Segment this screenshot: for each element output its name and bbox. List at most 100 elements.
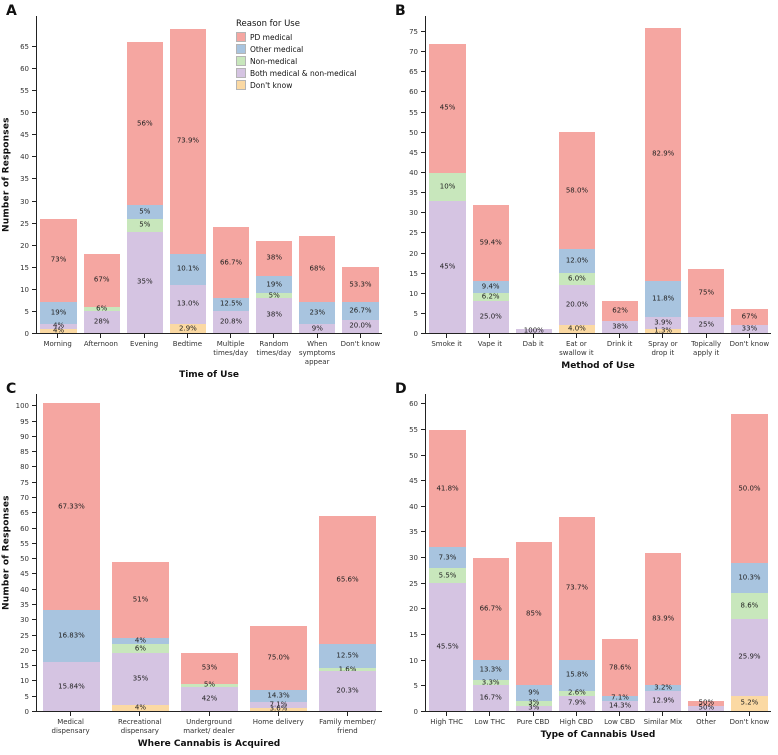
segment-label: 78.6% xyxy=(608,663,632,672)
segment-label: 20.3% xyxy=(336,686,359,695)
bar-segment-both: 28% xyxy=(83,310,120,333)
bar-slot: 58.0% 12.0% 6.0% 20.0% 4.0% xyxy=(555,16,598,333)
bar-slot: 73% 19% 4% 4% xyxy=(37,16,80,334)
y-tick-label: 95 xyxy=(20,417,29,426)
bar-segment-other_medical: 3.2% xyxy=(645,684,682,691)
x-tick-mark xyxy=(446,334,448,338)
bar-segment-pd_medical: 83.9% xyxy=(645,552,682,686)
bar-segment-pd_medical: 67.33% xyxy=(42,403,101,611)
segment-label: 26.7% xyxy=(349,306,372,315)
bar-segment-pd_medical: 51% xyxy=(111,561,170,638)
bar-segment-non_medical: 3.3% xyxy=(472,679,509,686)
stacked-bar: 38% 19% 5% 38% xyxy=(256,240,293,333)
y-tick-mark xyxy=(32,112,36,114)
y-tick-label: 40 xyxy=(409,169,418,177)
x-tick-label: Other xyxy=(696,718,717,726)
bar-segment-other_medical: 9% xyxy=(515,685,552,701)
y-tick-label: 25 xyxy=(20,631,29,640)
y-tick-label: 85 xyxy=(20,448,29,457)
bar-slot: 66.7% 12.5% 20.8% xyxy=(210,16,253,333)
segment-label: 2.6% xyxy=(568,688,586,697)
stacked-bar: 73% 19% 4% 4% xyxy=(40,218,77,334)
stacked-bar: 59.4% 9.4% 6.2% 25.0% xyxy=(472,204,509,333)
y-tick-label: 20 xyxy=(409,605,418,614)
bar-segment-pd_medical: 45% xyxy=(429,44,466,173)
stacked-bar: 67.33% 16.83% 15.84% xyxy=(42,403,101,711)
x-tick-label: Evening xyxy=(130,340,159,348)
y-tick-label: 5 xyxy=(24,307,29,316)
bar-segment-dont_know: 4.0% xyxy=(558,324,596,333)
panel-letter-c: C xyxy=(6,381,17,397)
segment-label: 15.84% xyxy=(58,682,85,691)
bar-segment-both: 38% xyxy=(601,320,639,333)
bar-slot: 83.9% 3.2% 12.9% xyxy=(642,394,685,711)
stacked-bar: 65.6% 12.5% 1.6% 20.3% xyxy=(318,515,377,712)
x-tick-mark xyxy=(316,334,318,338)
y-tick-label: 30 xyxy=(409,209,418,218)
x-tick-mark xyxy=(662,712,664,716)
bar-segment-pd_medical: 59.4% xyxy=(472,204,509,281)
x-tick: Medical dispensary xyxy=(36,712,105,736)
legend-item: Other medical xyxy=(236,44,356,54)
segment-label: 66.7% xyxy=(219,258,243,267)
y-tick-mark xyxy=(32,573,36,575)
y-tick-label: 15 xyxy=(409,631,418,640)
x-tick-label: Bedtime xyxy=(172,340,203,348)
y-tick-mark xyxy=(421,192,425,194)
segment-label: 19% xyxy=(50,308,67,317)
segment-label: 19% xyxy=(266,280,282,289)
x-tick-mark xyxy=(532,712,534,716)
y-tick-label: 70 xyxy=(20,493,29,502)
bar-segment-other_medical: 11.8% xyxy=(645,280,682,317)
legend-item: Non-medical xyxy=(236,56,356,66)
segment-label: 45% xyxy=(439,103,456,112)
segment-label: 67.33% xyxy=(58,502,85,511)
stacked-bar: 53.3% 26.7% 20.0% xyxy=(342,266,379,333)
x-tick: High CBD xyxy=(555,712,598,727)
x-tick: Home delivery xyxy=(244,712,313,736)
stacked-bar: 67% 6% 28% xyxy=(83,253,120,333)
segment-label: 50% xyxy=(698,703,715,712)
segment-label: 7.1% xyxy=(611,693,629,702)
legend-item: Both medical & non-medical xyxy=(236,68,356,78)
y-tick-label: 25 xyxy=(20,219,29,228)
segment-label: 53% xyxy=(201,663,218,672)
x-tick-label: Topically apply it xyxy=(691,340,722,358)
bar-slot: 62% 38% xyxy=(599,16,642,333)
bar-segment-both: 12.9% xyxy=(645,690,682,711)
x-tick-mark xyxy=(705,334,707,338)
y-tick-mark xyxy=(421,505,425,507)
segment-label: 25.0% xyxy=(479,312,502,321)
bar-slot: 67% 33% xyxy=(728,16,771,333)
segment-label: 6% xyxy=(134,644,147,653)
bar-segment-other_medical: 15.8% xyxy=(558,659,596,691)
segment-label: 6.2% xyxy=(481,292,500,301)
bar-segment-non_medical: 2.6% xyxy=(558,688,596,697)
x-tick-mark xyxy=(230,334,232,338)
legend-item: Don't know xyxy=(236,80,356,90)
y-tick-mark xyxy=(32,588,36,590)
segment-label: 38% xyxy=(266,310,282,319)
y-tick-label: 50 xyxy=(20,109,29,118)
segment-label: 73.9% xyxy=(176,136,200,145)
x-tick-mark xyxy=(489,712,491,716)
segment-label: 25.9% xyxy=(738,652,761,661)
y-tick-mark xyxy=(421,312,425,314)
bar-segment-pd_medical: 82.9% xyxy=(645,28,682,281)
legend-swatch-dont_know xyxy=(236,80,246,90)
legend-label: Non-medical xyxy=(250,56,298,66)
bar-segment-other_medical: 26.7% xyxy=(342,302,379,320)
x-tick-label: Morning xyxy=(43,340,72,348)
x-tick-label: Don't know xyxy=(340,340,381,348)
x-tick-mark xyxy=(489,334,491,338)
x-tick-label: Recreational dispensary xyxy=(117,718,162,736)
x-tick-mark xyxy=(705,712,707,716)
bar-segment-other_medical: 10.3% xyxy=(731,562,768,594)
y-tick-mark xyxy=(32,420,36,422)
segment-label: 73.7% xyxy=(565,583,589,592)
x-tick-label: Pure CBD xyxy=(516,718,550,726)
legend-label: Both medical & non-medical xyxy=(250,68,357,78)
x-tick-mark xyxy=(186,334,188,338)
y-tick-label: 15 xyxy=(409,269,418,278)
x-tick-label: Don't know xyxy=(729,718,770,726)
